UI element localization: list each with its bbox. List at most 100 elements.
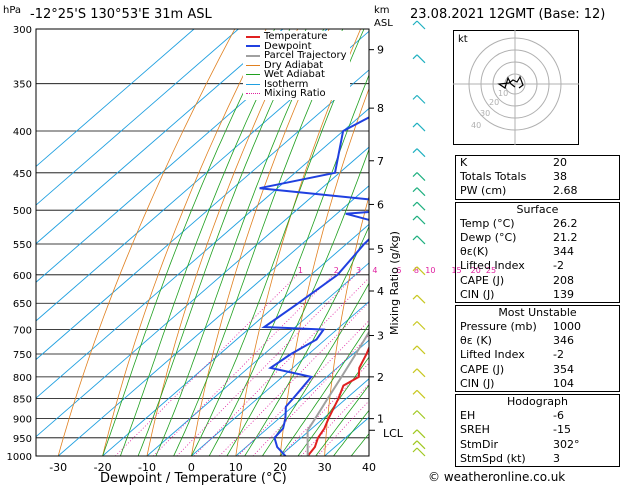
- legend-parcel: Parcel Trajectory: [246, 51, 347, 61]
- hodograph-title: Hodograph: [507, 395, 568, 408]
- wet-adiabat: [137, 29, 307, 456]
- index-row: Dewp (°C) 21.2: [460, 230, 578, 244]
- indices-panel: K 20 Totals Totals 38 PW (cm) 2.68 Surface …: [455, 155, 620, 469]
- legend-mixing-ratio: Mixing Ratio: [246, 89, 347, 99]
- height-tick-label: 6: [377, 198, 384, 211]
- wet-adiabat: [191, 29, 365, 456]
- height-tick-label: 1: [377, 413, 384, 426]
- isotherm: [36, 29, 284, 245]
- index-row: CAPE (J) 208: [460, 273, 574, 287]
- index-row: CIN (J) 139: [460, 287, 574, 301]
- dry-adiabat: [619, 29, 629, 456]
- wind-barb: [412, 440, 426, 450]
- pressure-tick-label: 350: [13, 80, 32, 91]
- mixing-ratio-line: [153, 274, 334, 456]
- most-unstable-indices: Most Unstable Pressure (mb) 1000 θε (K) 34…: [455, 304, 620, 392]
- dry-adiabat: [191, 29, 330, 456]
- general-indices: K 20 Totals Totals 38 PW (cm) 2.68: [455, 155, 620, 200]
- wind-barb: [412, 266, 426, 276]
- plot-frame: [35, 28, 370, 457]
- mixing-ratio-label: 15: [451, 266, 461, 275]
- index-row: CIN (J) 104: [460, 376, 574, 390]
- isotherm: [279, 378, 369, 456]
- wind-barb: [412, 201, 426, 211]
- pressure-tick-label: 950: [13, 434, 32, 445]
- wet-adiabat: [155, 29, 325, 456]
- wind-barb: [412, 321, 426, 330]
- mixing-ratio-line: [176, 274, 356, 456]
- index-row: Totals Totals 38: [460, 170, 567, 184]
- index-row: K 20: [460, 156, 567, 169]
- mixing-ratio-label: 1: [298, 266, 303, 275]
- wind-barb: [412, 54, 426, 64]
- temp-tick-label: 10: [229, 461, 243, 474]
- credit-text: © weatheronline.co.uk: [428, 470, 566, 484]
- wind-barb: [412, 235, 426, 245]
- hodo-ring-label: 40: [471, 121, 481, 130]
- temp-tick-label: 40: [362, 461, 376, 474]
- wind-barb: [412, 345, 426, 355]
- isotherm: [146, 262, 369, 456]
- wind-barb: [412, 368, 426, 378]
- wind-barb: [412, 294, 426, 304]
- height-unit-asl: ASL: [374, 18, 393, 29]
- temperature-line: [306, 345, 369, 456]
- wet-adiabat: [297, 356, 369, 456]
- wind-barb: [412, 215, 426, 225]
- pressure-tick-label: 550: [13, 240, 32, 251]
- mixing-ratio-label: 25: [486, 266, 496, 275]
- wet-adiabat: [120, 29, 291, 456]
- mixing-ratio-label: 2: [334, 266, 339, 275]
- mixing-ratio-line: [280, 362, 369, 456]
- isotherm: [235, 339, 369, 456]
- height-tick-label: 5: [377, 243, 384, 256]
- pressure-tick-label: 850: [13, 394, 32, 405]
- surface-title: Surface: [516, 202, 559, 216]
- pressure-tick-label: 1000: [7, 452, 32, 463]
- mixing-ratio-label: 10: [425, 266, 435, 275]
- wet-adiabat: [244, 225, 369, 456]
- mixing-ratio-line: [317, 400, 369, 456]
- dry-adiabat: [235, 29, 361, 456]
- wind-barb: [412, 172, 426, 182]
- hodograph-indices: Hodograph EH -6 SREH -15 StmDir 302° StmSpd…: [455, 394, 620, 467]
- hodograph: kt 10 20 30 40: [453, 30, 579, 145]
- legend-wet-adiabat: Wet Adiabat: [246, 70, 347, 80]
- wet-adiabat: [262, 282, 369, 456]
- wind-barb: [412, 447, 426, 457]
- pressure-tick-label: 700: [13, 326, 32, 337]
- unstable-title: Most Unstable: [498, 305, 577, 319]
- temp-tick-label: -30: [49, 461, 67, 474]
- height-tick-label: 8: [377, 102, 384, 115]
- index-row: θε(K) 344: [460, 245, 574, 259]
- isotherm: [36, 29, 328, 283]
- pressure-tick-label: 450: [13, 169, 32, 180]
- mixing-ratio-line: [300, 383, 369, 456]
- temp-tick-label: -20: [94, 461, 112, 474]
- mixing-ratio-label: 20: [471, 266, 481, 275]
- pressure-tick-label: 500: [13, 206, 32, 217]
- isotherm: [57, 185, 369, 456]
- mixing-ratio-label: 3: [356, 266, 361, 275]
- legend-dewpoint: Dewpoint: [246, 41, 347, 52]
- parcel-line: [306, 330, 369, 456]
- mixing-ratio-label: 8: [414, 266, 419, 275]
- temp-tick-label: -10: [138, 461, 156, 474]
- wet-adiabat: [102, 29, 276, 456]
- dry-adiabat: [324, 194, 369, 456]
- index-row: SREH -15: [460, 423, 571, 437]
- index-row: Lifted Index -2: [460, 259, 564, 273]
- height-tick-label: 2: [377, 371, 384, 384]
- pressure-unit: hPa: [3, 5, 21, 16]
- isotherm: [36, 107, 369, 399]
- index-row: PW (cm) 2.68: [460, 184, 578, 198]
- dry-adiabat: [57, 29, 236, 456]
- surface-indices: Surface Temp (°C) 26.2 Dewp (°C) 21.2 θε(K…: [455, 201, 620, 303]
- height-tick-label: 4: [377, 285, 384, 298]
- temp-tick-label: 20: [273, 461, 287, 474]
- height-tick-label: 9: [377, 44, 384, 57]
- wind-barb: [412, 389, 426, 399]
- height-unit: km: [374, 5, 390, 16]
- hodo-ring-label: 10: [498, 89, 508, 98]
- wet-adiabat: [279, 323, 369, 456]
